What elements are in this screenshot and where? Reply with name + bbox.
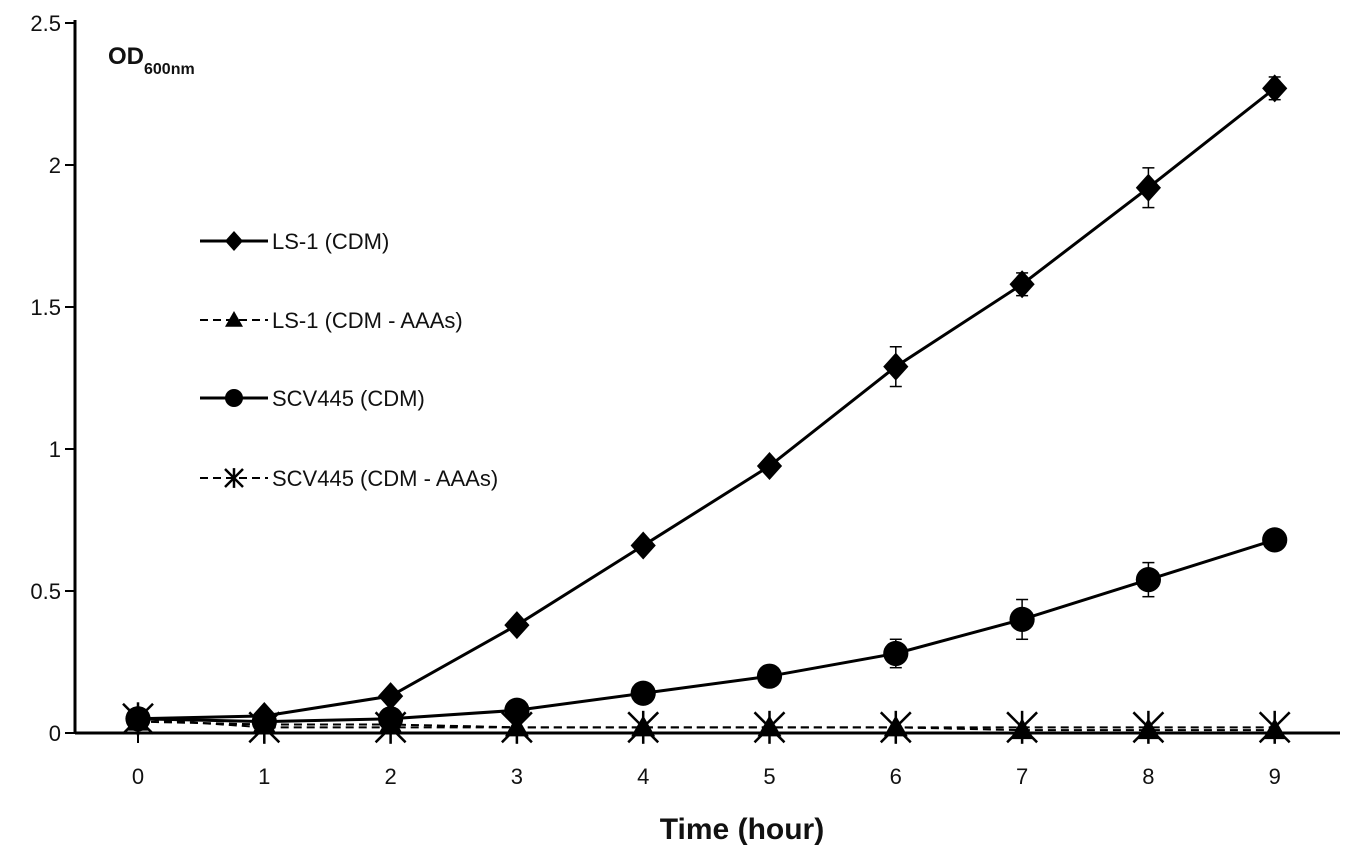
y-tick-label: 2 <box>49 153 61 178</box>
x-tick-label: 9 <box>1269 764 1281 789</box>
legend-marker <box>225 231 243 251</box>
x-tick-label: 0 <box>132 764 144 789</box>
y-axis-label-main: OD <box>108 43 144 70</box>
data-point <box>1258 710 1291 744</box>
data-point <box>627 710 660 744</box>
series-2 <box>126 709 1287 740</box>
data-point <box>1262 527 1288 553</box>
x-axis-title: Time (hour) <box>660 813 824 846</box>
x-tick-label: 4 <box>637 764 649 789</box>
series-3 <box>125 527 1288 735</box>
data-point <box>1135 567 1161 593</box>
data-point <box>756 452 783 481</box>
series-line <box>137 717 1275 729</box>
legend-label: LS-1 (CDM - AAAs) <box>272 308 463 333</box>
legend-label: LS-1 (CDM) <box>272 229 389 254</box>
data-point <box>378 682 404 711</box>
x-tick-label: 7 <box>1016 764 1028 789</box>
x-axis-ticks: 0 1 2 3 4 5 6 7 8 9 <box>132 733 1281 789</box>
data-point <box>630 531 656 560</box>
data-point <box>1009 606 1035 633</box>
legend-label: SCV445 (CDM - AAAs) <box>272 466 498 491</box>
legend-marker <box>225 389 243 407</box>
legend-item: SCV445 (CDM - AAAs) <box>200 466 498 491</box>
legend-item: LS-1 (CDM) <box>200 229 389 254</box>
x-tick-label: 6 <box>890 764 902 789</box>
y-axis-ticks: 0 0.5 1 1.5 2 2.5 <box>30 11 75 746</box>
axes <box>73 20 1340 735</box>
data-point <box>883 352 909 381</box>
legend-item: LS-1 (CDM - AAAs) <box>200 308 463 333</box>
data-point <box>378 706 404 732</box>
series-1 <box>125 74 1288 733</box>
data-point <box>1006 710 1038 744</box>
legend-label: SCV445 (CDM) <box>272 386 425 411</box>
legend-item: SCV445 (CDM) <box>200 386 425 411</box>
data-point <box>504 697 530 723</box>
series-layer <box>122 74 1291 744</box>
data-point <box>630 680 656 706</box>
y-tick-label: 1 <box>49 437 61 462</box>
legend-marker <box>225 311 243 327</box>
y-tick-label: 1.5 <box>30 295 61 320</box>
y-tick-label: 0.5 <box>30 579 61 604</box>
legend: LS-1 (CDM) LS-1 (CDM - AAAs) SCV445 (CDM) S… <box>200 229 498 491</box>
x-tick-label: 2 <box>384 764 396 789</box>
y-tick-label: 2.5 <box>30 11 61 36</box>
data-point <box>879 710 912 744</box>
x-tick-label: 1 <box>258 764 270 789</box>
data-point <box>1262 74 1288 103</box>
legend-marker <box>224 468 244 488</box>
data-point <box>1132 710 1165 744</box>
y-tick-label: 0 <box>49 721 61 746</box>
data-point <box>756 663 783 689</box>
x-tick-label: 3 <box>511 764 523 789</box>
data-point <box>753 710 786 744</box>
data-point <box>251 701 277 730</box>
data-point <box>504 611 530 640</box>
x-tick-label: 5 <box>763 764 775 789</box>
series-line <box>137 87 1276 721</box>
data-point <box>883 640 909 667</box>
data-point <box>1009 270 1035 299</box>
series-4 <box>122 702 1291 744</box>
data-point <box>125 704 151 733</box>
y-axis-label: OD600nm <box>108 43 195 78</box>
series-line <box>137 720 1275 732</box>
series-line <box>137 538 1276 724</box>
data-point <box>1135 173 1161 202</box>
x-tick-label: 8 <box>1142 764 1154 789</box>
y-axis-label-subscript: 600nm <box>144 61 195 78</box>
